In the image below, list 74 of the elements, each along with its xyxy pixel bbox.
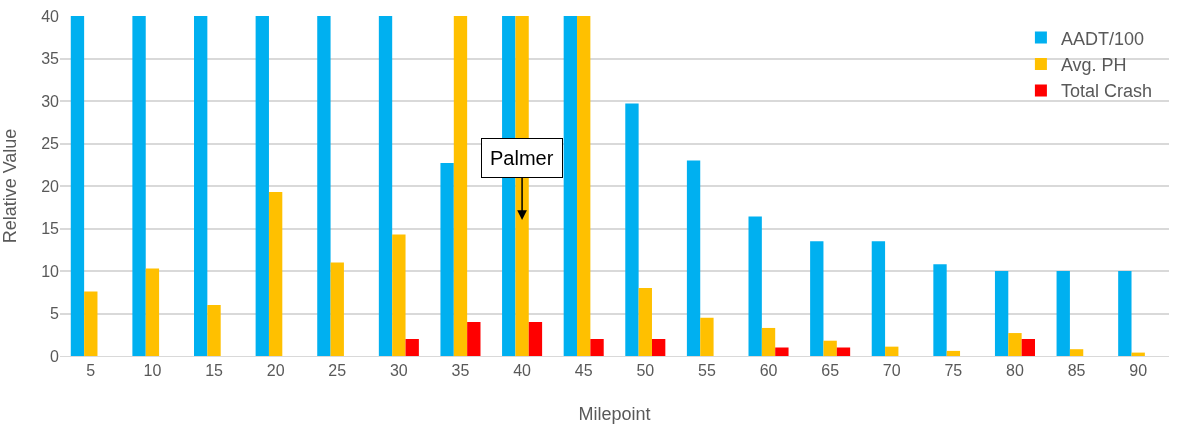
bar xyxy=(207,305,221,356)
y-tick-label: 10 xyxy=(41,262,60,280)
x-tick-label: 15 xyxy=(205,362,224,380)
bar xyxy=(317,16,331,356)
bar xyxy=(761,327,776,356)
x-tick-label: 65 xyxy=(821,362,840,380)
bar xyxy=(392,234,406,356)
y-tick-label: 40 xyxy=(41,7,60,25)
bar xyxy=(453,16,468,356)
bar xyxy=(686,160,701,356)
bar xyxy=(1069,349,1084,356)
x-tick-label: 10 xyxy=(143,362,162,380)
bar xyxy=(1021,339,1035,356)
x-tick-label: 35 xyxy=(451,362,470,380)
annotation: Palmer xyxy=(490,147,554,169)
bar xyxy=(700,317,714,356)
bar xyxy=(467,322,481,356)
bar xyxy=(194,16,208,356)
legend-label: Total Crash xyxy=(1060,81,1152,102)
legend-label: Avg. PH xyxy=(1060,55,1127,76)
x-tick-label: 50 xyxy=(636,362,655,380)
bar xyxy=(268,191,283,356)
bar xyxy=(994,271,1009,356)
bar xyxy=(638,288,652,356)
bar xyxy=(775,347,789,356)
bar xyxy=(84,291,98,356)
bar xyxy=(871,241,886,356)
bar xyxy=(810,241,824,356)
bar xyxy=(378,16,393,356)
x-tick-label: 5 xyxy=(86,362,96,380)
bar xyxy=(405,339,419,356)
bar xyxy=(823,340,837,356)
y-axis-title: Relative Value xyxy=(0,128,20,244)
bar xyxy=(132,16,146,356)
x-tick-label: 30 xyxy=(389,362,408,380)
x-tick-label: 70 xyxy=(882,362,901,380)
bar xyxy=(1008,333,1022,356)
y-tick-label: 35 xyxy=(41,50,60,68)
bar xyxy=(836,347,851,356)
x-tick-label: 20 xyxy=(266,362,285,380)
bar xyxy=(590,339,604,356)
bar xyxy=(625,103,639,356)
bar xyxy=(255,16,269,356)
x-tick-label: 45 xyxy=(574,362,593,380)
bar xyxy=(933,264,947,356)
bar xyxy=(885,346,899,356)
y-tick-label: 15 xyxy=(41,220,60,238)
x-tick-label: 60 xyxy=(759,362,778,380)
x-tick-label: 25 xyxy=(328,362,347,380)
bar xyxy=(651,339,666,356)
bar xyxy=(1056,271,1070,356)
x-tick-label: 80 xyxy=(1006,362,1024,380)
bar xyxy=(748,216,762,356)
x-tick-label: 85 xyxy=(1067,362,1086,380)
y-tick-label: 25 xyxy=(41,135,60,153)
y-tick-label: 20 xyxy=(41,177,60,195)
bar xyxy=(563,16,578,356)
y-tick-label: 0 xyxy=(50,347,60,365)
bar xyxy=(946,350,961,356)
legend-label: AADT/100 xyxy=(1060,28,1144,49)
bar xyxy=(1118,271,1132,356)
bar xyxy=(440,163,454,356)
bar xyxy=(330,262,344,356)
x-tick-label: 90 xyxy=(1129,362,1148,380)
x-tick-label: 40 xyxy=(513,362,532,380)
bar xyxy=(528,322,543,356)
bar xyxy=(577,16,591,356)
bar xyxy=(70,16,85,356)
x-axis-title: Milepoint xyxy=(578,404,651,424)
x-tick-label: 55 xyxy=(698,362,716,380)
bar xyxy=(145,268,160,356)
y-tick-label: 30 xyxy=(41,92,60,110)
y-tick-label: 5 xyxy=(50,305,60,323)
x-tick-label: 75 xyxy=(944,362,963,380)
